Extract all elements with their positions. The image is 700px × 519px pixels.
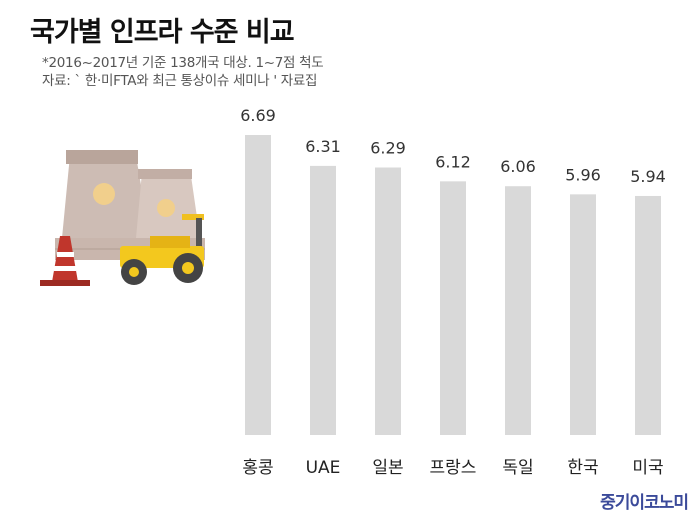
value-label: 6.12 [435, 152, 471, 171]
value-label: 6.31 [305, 137, 341, 156]
value-label: 6.69 [240, 106, 276, 125]
value-label: 6.06 [500, 157, 536, 176]
category-label: 미국 [632, 458, 663, 478]
value-label: 6.29 [370, 139, 406, 158]
bar-일본 [375, 167, 401, 435]
category-label: 독일 [502, 458, 533, 478]
bar-독일 [505, 186, 531, 435]
category-label: 한국 [567, 458, 598, 478]
category-label: 홍콩 [242, 458, 273, 478]
value-label: 5.96 [565, 165, 601, 184]
category-label: UAE [306, 458, 341, 478]
subtitle-note: *2016~2017년 기준 138개국 대상. 1~7점 척도 [42, 55, 324, 71]
value-label: 5.94 [630, 167, 666, 186]
bar-미국 [635, 195, 661, 435]
bar-프랑스 [440, 181, 466, 435]
category-label: 일본 [372, 458, 403, 478]
source-note: 자료: ` 한·미FTA와 최근 통상이슈 세미나 ' 자료집 [42, 73, 318, 89]
bar-홍콩 [245, 135, 271, 435]
construction-site-icon [40, 150, 205, 286]
category-label: 프랑스 [430, 458, 477, 478]
bar-UAE [310, 165, 336, 436]
brand-logo: 중기이코노미 [600, 493, 689, 513]
bar-한국 [570, 194, 596, 435]
chart-title: 국가별 인프라 수준 비교 [30, 17, 295, 48]
